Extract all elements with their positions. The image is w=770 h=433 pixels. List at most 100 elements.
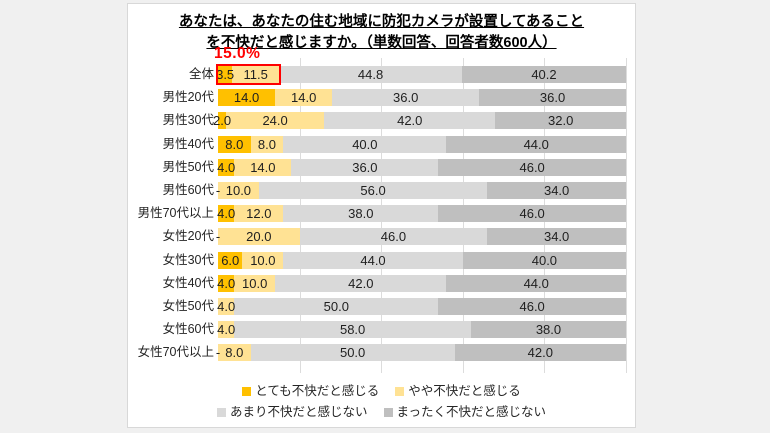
stacked-bar: - 20.0 46.0 34.0 — [215, 228, 626, 246]
bar-segment: 40.0 — [283, 135, 447, 153]
segment-value-label: 20.0 — [246, 229, 272, 245]
bar-segment: 34.0 — [487, 228, 626, 246]
bar-segment: 3.5 — [216, 66, 235, 83]
legend-swatch-icon — [242, 387, 252, 396]
segment-value-label: 4.0 — [217, 322, 236, 338]
stacked-bar: 4.0 50.0 46.0 — [217, 298, 626, 315]
bar-segment: 42.0 — [275, 274, 447, 292]
chart-row: 女性60代 4.0 58.0 38.0 — [128, 318, 637, 341]
category-label: 女性20代 — [162, 229, 214, 244]
segment-value-label: 12.0 — [246, 206, 272, 222]
stacked-bar: -8.0 50.0 42.0 — [216, 344, 626, 362]
segment-value-label: 14.0 — [291, 90, 317, 106]
legend-label: やや不快だと感じる — [408, 384, 521, 398]
segment-value-label: 50.0 — [339, 345, 366, 361]
legend-item-somewhat-uncomfortable: やや不快だと感じる — [395, 382, 521, 401]
chart-title-line1: あなたは、あなたの住む地域に防犯カメラが設置してあること — [178, 14, 585, 30]
bar-segment: 58.0 — [234, 321, 471, 339]
segment-value-label: 36.0 — [352, 159, 378, 175]
segment-value-label: 8.0 — [225, 136, 244, 152]
segment-value-label: 4.0 — [217, 275, 236, 291]
category-label: 男性20代 — [162, 90, 214, 105]
stacked-bar: 6.0 10.0 44.0 40.0 — [218, 251, 626, 269]
legend-item-not-at-all-uncomfortable: まったく不快だと感じない — [383, 403, 547, 422]
bar-segment: 50.0 — [234, 298, 439, 315]
chart-row: 男性50代 4.0 14.0 36.0 46.0 — [128, 156, 637, 179]
bar-segment: 8.0 — [218, 344, 251, 362]
chart-row: 男性30代 2.0 24.0 42.0 32.0 — [128, 109, 637, 132]
stacked-bar: 4.0 12.0 38.0 46.0 — [217, 205, 626, 223]
segment-value-label: - — [215, 229, 221, 245]
bar-segment: 20.0 — [218, 228, 300, 246]
segment-value-label: 10.0 — [242, 275, 268, 291]
chart-row: 女性20代 - 20.0 46.0 34.0 — [128, 225, 637, 248]
bar-segment: 42.0 — [324, 112, 496, 130]
segment-value-label: 6.0 — [221, 252, 240, 268]
stacked-bar: 4.0 10.0 42.0 44.0 — [217, 274, 626, 292]
segment-value-label: 8.0 — [257, 136, 276, 152]
segment-value-label: 36.0 — [393, 90, 419, 106]
stacked-bar: 3.5 11.5 44.8 40.2 — [216, 66, 626, 83]
bar-segment: 24.0 — [226, 112, 325, 130]
bar-segment: 32.0 — [495, 112, 626, 130]
highlight-red-box — [216, 64, 282, 85]
segment-value-label: 40.0 — [531, 252, 558, 268]
segment-value-label: 42.0 — [527, 345, 553, 361]
segment-value-label: 14.0 — [233, 90, 260, 106]
chart-row: 女性50代 4.0 50.0 46.0 — [128, 295, 637, 318]
stacked-bar: 4.0 58.0 38.0 — [217, 321, 626, 339]
bar-segment: 42.0 — [454, 344, 626, 362]
segment-value-label: 4.0 — [217, 159, 236, 175]
category-label: 男性70代以上 — [137, 206, 214, 221]
category-label: 女性70代以上 — [137, 345, 214, 360]
bar-segment: 36.0 — [332, 89, 480, 107]
legend-swatch-icon — [383, 408, 393, 417]
segment-value-label: 50.0 — [323, 299, 349, 314]
segment-value-label: 44.0 — [523, 275, 549, 291]
segment-value-label: 34.0 — [543, 183, 570, 198]
bar-segment: 10.0 — [242, 251, 284, 269]
category-label: 男性60代 — [162, 183, 214, 197]
bar-segment: 56.0 — [258, 182, 488, 199]
bar-segment: 14.0 — [234, 158, 292, 176]
segment-value-label: 11.5 — [243, 67, 268, 82]
category-label: 男性40代 — [162, 136, 214, 151]
segment-value-label: 46.0 — [519, 299, 545, 314]
category-label: 男性50代 — [162, 159, 214, 174]
chart-title-line2: を不快だと感じますか。（単数回答、回答者数600人） — [206, 34, 557, 51]
segment-value-label: 8.0 — [225, 345, 244, 361]
segment-value-label: 40.0 — [352, 136, 378, 152]
segment-value-label: 38.0 — [348, 206, 374, 222]
bar-segment: 46.0 — [438, 205, 626, 223]
segment-value-label: 44.0 — [523, 136, 549, 152]
chart-title: あなたは、あなたの住む地域に防犯カメラが設置してあること を不快だと感じますか。… — [128, 12, 635, 53]
stacked-bar: 2.0 24.0 42.0 32.0 — [213, 112, 626, 130]
segment-value-label: 58.0 — [339, 322, 366, 338]
legend-swatch-icon — [395, 387, 405, 396]
bar-segment: 4.0 — [217, 298, 236, 315]
category-label: 女性50代 — [162, 299, 214, 313]
highlight-percentage-label: 15.0% — [214, 45, 261, 62]
segment-value-label: 44.0 — [360, 252, 386, 268]
legend-label: まったく不快だと感じない — [396, 405, 547, 419]
segment-value-label: 42.0 — [397, 113, 423, 129]
segment-value-label: 36.0 — [539, 90, 566, 106]
bar-segment: 36.0 — [291, 158, 439, 176]
bar-segment: 34.0 — [487, 182, 626, 199]
legend-item-not-very-uncomfortable: あまり不快だと感じない — [216, 403, 368, 422]
legend-item-very-uncomfortable: とても不快だと感じる — [242, 382, 379, 401]
segment-value-label: 34.0 — [543, 229, 570, 245]
segment-value-label: 32.0 — [548, 113, 574, 129]
chart-legend: とても不快だと感じる やや不快だと感じる あまり不快だと感じない まったく不快だ… — [128, 382, 635, 422]
category-label: 男性30代 — [162, 113, 214, 128]
chart-row: 男性60代 -10.0 56.0 34.0 — [128, 179, 637, 202]
chart-row: 女性70代以上 -8.0 50.0 42.0 — [128, 341, 637, 364]
segment-value-label: 10.0 — [250, 252, 276, 268]
segment-value-label: 4.0 — [217, 299, 236, 314]
segment-value-label: 3.5 — [216, 67, 235, 82]
bar-segment: 8.0 — [250, 135, 284, 153]
bar-segment: 10.0 — [234, 274, 276, 292]
legend-label: とても不快だと感じる — [255, 384, 380, 398]
segment-value-label: 40.2 — [531, 67, 557, 82]
bar-segment: 38.0 — [470, 321, 626, 339]
